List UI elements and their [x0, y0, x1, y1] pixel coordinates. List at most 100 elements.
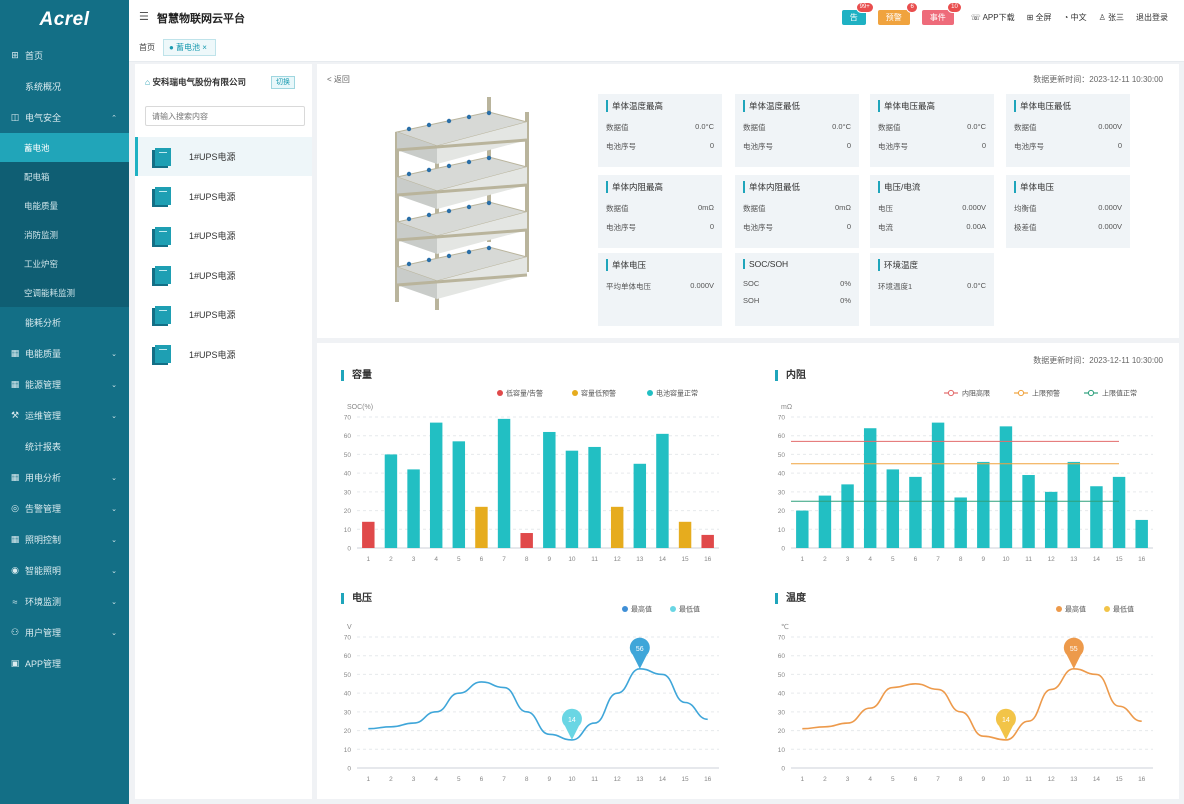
metric-card: 电压/电流 电压 0.000V 电流 0.00A: [870, 175, 994, 248]
chevron-icon: ⌄: [111, 381, 117, 389]
x-tick-label: 5: [457, 556, 461, 563]
alarm-badge-1[interactable]: 预警 6: [877, 2, 918, 25]
sidebar-item-1[interactable]: 系统概况: [0, 71, 129, 102]
legend-label[interactable]: 最低值: [679, 605, 700, 614]
capacity-chart-title: 容量: [341, 370, 372, 381]
value-marker-pin[interactable]: 56: [629, 637, 650, 669]
submenu-item-1[interactable]: 配电箱: [24, 171, 50, 182]
x-tick-label: 13: [636, 556, 644, 563]
sidebar-item-3[interactable]: 能耗分析: [0, 307, 129, 338]
device-label: 1#UPS电源: [189, 191, 236, 202]
y-tick-label: 60: [344, 653, 352, 660]
metric-card: SOC/SOH SOC 0% SOH 0%: [735, 253, 859, 326]
switch-company-button[interactable]: 切换: [271, 76, 295, 89]
value-marker-pin[interactable]: 14: [995, 708, 1016, 740]
acrel-logo: Acrel: [0, 0, 129, 40]
submenu-item-3[interactable]: 消防监测: [24, 229, 59, 240]
sidebar-item-7[interactable]: 统计报表: [0, 431, 129, 462]
top-link-3[interactable]: ♙ 张三: [1098, 13, 1124, 22]
bar: [886, 469, 900, 548]
chevron-icon: ⌄: [111, 629, 117, 637]
submenu-item-0[interactable]: 蓄电池: [0, 133, 129, 162]
home-icon: ⊞: [11, 50, 19, 60]
y-tick-label: 70: [778, 635, 786, 642]
x-tick-label: 14: [659, 556, 667, 563]
device-label: 1#UPS电源: [189, 231, 236, 241]
device-item[interactable]: 1#UPS电源: [135, 177, 312, 216]
submenu-item-4[interactable]: 工业炉窑: [24, 258, 59, 269]
metric-row: 电流 0.00A: [878, 222, 986, 233]
sidebar-item-12[interactable]: ≈ 环境监测 ⌄: [0, 586, 129, 617]
sidebar-item-4[interactable]: ▦ 电能质量 ⌄: [0, 338, 129, 369]
top-link-0[interactable]: ☏ APP下载: [970, 13, 1015, 22]
sidebar-item-2[interactable]: ◫ 电气安全 ⌃: [0, 102, 129, 133]
x-tick-label: 9: [982, 776, 986, 783]
sidebar-item-14[interactable]: ▣ APP管理: [0, 648, 129, 679]
sidebar-item-6[interactable]: ⚒ 运维管理 ⌄: [0, 400, 129, 431]
sidebar-item-label: APP管理: [25, 659, 62, 669]
legend-label[interactable]: 最高值: [631, 605, 652, 614]
legend-label[interactable]: 内阻高限: [962, 389, 990, 398]
sidebar-item-11[interactable]: ◉ 智能照明 ⌄: [0, 555, 129, 586]
alarm-badge-0[interactable]: 告 99+: [841, 2, 874, 25]
device-item[interactable]: 1#UPS电源: [135, 137, 312, 176]
top-link-1[interactable]: ⊞ 全屏: [1026, 13, 1052, 22]
alarm-label: 预警: [885, 13, 902, 22]
metric-key: 数据值: [1014, 123, 1037, 132]
x-tick-label: 8: [525, 776, 529, 783]
legend-label[interactable]: 低容量/告警: [506, 389, 543, 398]
sidebar-item-13[interactable]: ⚇ 用户管理 ⌄: [0, 617, 129, 648]
bar: [565, 450, 579, 548]
sidebar-item-9[interactable]: ◎ 告警管理 ⌄: [0, 493, 129, 524]
marker-pin-shape: [629, 637, 650, 669]
device-label: 1#UPS电源: [189, 349, 236, 360]
ups-device-icon: [155, 345, 171, 363]
sidebar-item-10[interactable]: ▦ 照明控制 ⌄: [0, 524, 129, 555]
legend-label[interactable]: 上限预警: [1032, 389, 1060, 398]
alarm-badge-2[interactable]: 事件 10: [921, 2, 962, 25]
legend-label[interactable]: 最高值: [1065, 605, 1086, 614]
metric-card-title: 单体内阻最高: [606, 181, 714, 193]
value-marker-pin[interactable]: 55: [1063, 637, 1084, 669]
device-item[interactable]: 1#UPS电源: [135, 335, 312, 374]
x-tick-label: 14: [1093, 776, 1101, 783]
x-tick-label: 7: [936, 556, 940, 563]
bar: [543, 431, 556, 548]
device-item[interactable]: 1#UPS电源: [135, 295, 312, 334]
metric-card-title: 单体温度最低: [743, 100, 851, 112]
tab-battery[interactable]: ● 蓄电池 ×: [163, 39, 216, 56]
submenu-item-5[interactable]: 空调能耗监测: [24, 287, 76, 298]
x-tick-label: 14: [1093, 556, 1101, 563]
top-link-2[interactable]: ◔ 中文: [1063, 13, 1087, 22]
metric-row: 数据值 0mΩ: [743, 203, 851, 214]
sidebar-item-0[interactable]: ⊞ 首页: [0, 40, 129, 71]
y-tick-label: 0: [781, 766, 785, 773]
device-label: 1#UPS电源: [189, 270, 236, 281]
bell-icon: ◎: [11, 503, 19, 513]
value-marker-pin[interactable]: 14: [561, 708, 582, 740]
device-item[interactable]: 1#UPS电源: [135, 256, 312, 295]
sidebar-item-5[interactable]: ▦ 能源管理 ⌄: [0, 369, 129, 400]
bar: [633, 463, 647, 548]
x-tick-label: 1: [367, 556, 371, 563]
top-link-4[interactable]: 退出登录: [1136, 13, 1168, 22]
metric-card: 单体电压 平均单体电压 0.000V: [598, 253, 722, 326]
legend-label[interactable]: 上限值正常: [1102, 389, 1137, 398]
device-search-input[interactable]: [145, 106, 305, 126]
x-tick-label: 2: [389, 776, 393, 783]
menu-toggle-icon[interactable]: ☰: [139, 11, 149, 23]
legend-label[interactable]: 最低值: [1113, 605, 1134, 614]
legend-label[interactable]: 电池容量正常: [656, 389, 698, 398]
y-tick-label: 0: [347, 546, 351, 553]
legend-label[interactable]: 容量低预警: [581, 389, 616, 398]
tab-home[interactable]: 首页: [139, 43, 155, 52]
legend-dot: [572, 390, 578, 396]
legend-marker: [1087, 389, 1095, 397]
device-item[interactable]: 1#UPS电源: [135, 216, 312, 255]
submenu-item-2[interactable]: 电能质量: [24, 200, 59, 211]
sidebar-item-8[interactable]: ▦ 用电分析 ⌄: [0, 462, 129, 493]
back-button[interactable]: < 返回: [327, 75, 350, 84]
bar: [362, 521, 375, 548]
wrench-icon: ⚒: [10, 410, 20, 420]
y-tick-label: 10: [778, 747, 786, 754]
